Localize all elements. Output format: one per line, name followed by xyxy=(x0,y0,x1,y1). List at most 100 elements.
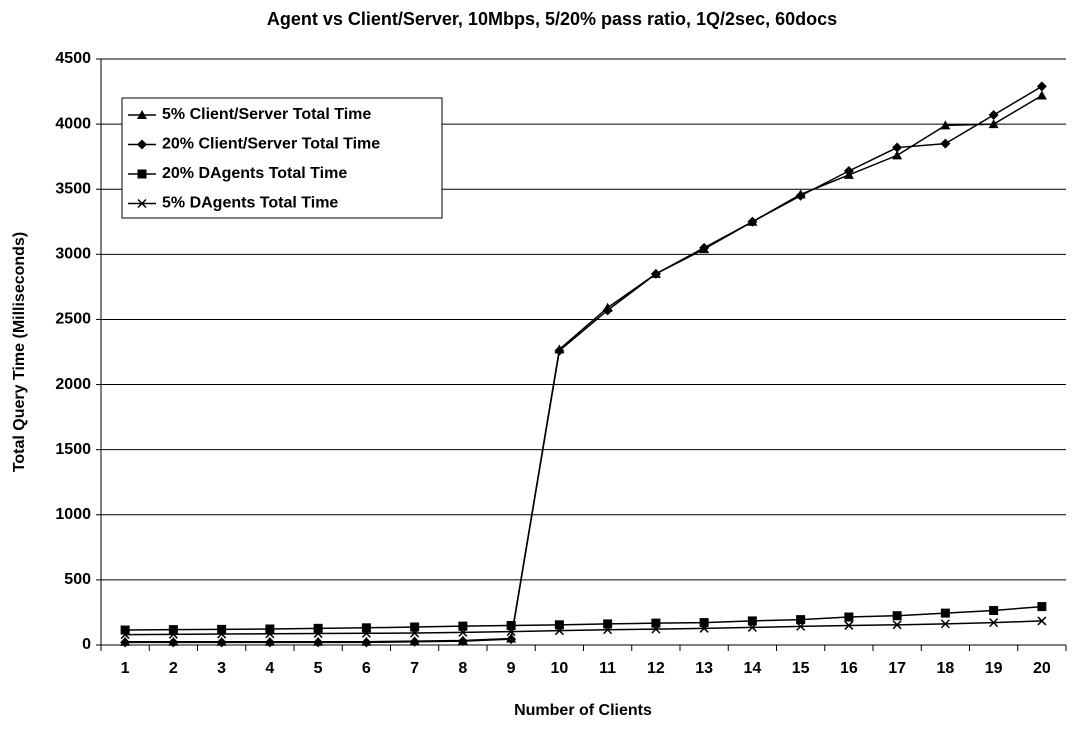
marker xyxy=(892,150,903,160)
marker xyxy=(699,618,709,628)
y-tick-label: 1000 xyxy=(55,506,91,523)
marker xyxy=(264,637,275,648)
marker xyxy=(940,138,951,149)
legend-label: 5% Client/Server Total Time xyxy=(162,106,371,123)
marker xyxy=(120,625,130,635)
marker xyxy=(361,637,372,648)
x-tick-label: 8 xyxy=(458,660,467,677)
x-tick-label: 15 xyxy=(792,660,810,677)
series-line xyxy=(125,605,1042,631)
marker xyxy=(988,119,999,129)
marker xyxy=(120,637,131,648)
x-tick-label: 6 xyxy=(362,660,371,677)
legend-marker xyxy=(137,139,147,150)
series-line xyxy=(125,85,1043,644)
marker xyxy=(217,629,227,639)
marker xyxy=(796,621,806,631)
marker xyxy=(120,630,130,640)
marker xyxy=(844,620,854,630)
marker xyxy=(603,619,613,629)
marker xyxy=(651,624,661,634)
marker xyxy=(940,608,950,618)
x-tick-label: 4 xyxy=(265,660,274,677)
marker xyxy=(699,242,710,253)
marker xyxy=(409,636,420,647)
marker xyxy=(313,637,324,648)
marker xyxy=(989,618,999,628)
marker xyxy=(699,623,709,633)
marker xyxy=(747,216,758,227)
marker xyxy=(216,637,227,648)
x-tick-label: 1 xyxy=(121,660,130,677)
x-tick-label: 14 xyxy=(743,660,761,677)
legend-marker xyxy=(137,198,147,209)
marker xyxy=(1036,90,1047,100)
y-tick-label: 0 xyxy=(82,636,91,653)
x-tick-label: 19 xyxy=(985,660,1003,677)
marker xyxy=(457,636,468,647)
legend-box xyxy=(121,97,443,219)
x-tick-label: 5 xyxy=(314,660,323,677)
legend-marker xyxy=(137,169,147,179)
marker xyxy=(168,629,178,639)
marker xyxy=(554,626,564,636)
marker xyxy=(458,621,468,631)
marker xyxy=(554,345,565,356)
y-axis-label: Total Query Time (Milliseconds) xyxy=(11,232,28,472)
marker xyxy=(747,622,757,632)
marker xyxy=(796,615,806,625)
marker xyxy=(361,623,371,633)
marker xyxy=(892,611,902,621)
marker xyxy=(410,628,420,638)
x-tick-label: 12 xyxy=(647,660,665,677)
x-tick-label: 2 xyxy=(169,660,178,677)
marker xyxy=(458,627,468,637)
legend-marker xyxy=(137,110,147,119)
marker xyxy=(554,620,564,630)
marker xyxy=(603,625,613,635)
marker xyxy=(747,616,757,626)
y-tick-label: 2500 xyxy=(55,311,91,328)
marker xyxy=(265,624,275,634)
x-tick-label: 13 xyxy=(695,660,713,677)
y-tick-label: 2000 xyxy=(55,376,91,393)
marker xyxy=(361,628,371,638)
marker xyxy=(506,634,517,645)
marker xyxy=(217,624,227,634)
marker xyxy=(506,620,516,630)
x-tick-label: 11 xyxy=(599,660,616,677)
chart-title: Agent vs Client/Server, 10Mbps, 5/20% pa… xyxy=(267,9,837,29)
x-tick-label: 7 xyxy=(410,660,419,677)
marker xyxy=(651,618,661,628)
x-tick-label: 20 xyxy=(1033,660,1051,677)
marker xyxy=(989,605,999,615)
marker xyxy=(265,629,275,639)
marker xyxy=(844,612,854,622)
marker xyxy=(506,627,516,637)
x-tick-label: 9 xyxy=(507,660,516,677)
marker xyxy=(1036,81,1047,92)
x-axis-label: Number of Clients xyxy=(514,702,652,719)
x-tick-label: 10 xyxy=(550,660,568,677)
y-tick-label: 4500 xyxy=(55,50,91,67)
marker xyxy=(650,268,661,279)
y-tick-label: 3000 xyxy=(55,246,91,263)
legend-label: 20% Client/Server Total Time xyxy=(162,136,380,153)
x-tick-label: 16 xyxy=(840,660,858,677)
marker xyxy=(168,625,178,635)
x-tick-label: 17 xyxy=(888,660,906,677)
marker xyxy=(940,120,951,130)
marker xyxy=(795,190,806,201)
marker xyxy=(940,619,950,629)
y-tick-label: 500 xyxy=(64,571,91,588)
y-tick-label: 1500 xyxy=(55,441,91,458)
marker xyxy=(168,637,179,648)
marker xyxy=(892,142,903,153)
marker xyxy=(843,165,854,176)
marker xyxy=(313,623,323,633)
y-tick-label: 3500 xyxy=(55,180,91,197)
x-tick-label: 3 xyxy=(217,660,226,677)
legend-label: 20% DAgents Total Time xyxy=(162,165,347,182)
legend-label: 5% DAgents Total Time xyxy=(162,195,338,212)
